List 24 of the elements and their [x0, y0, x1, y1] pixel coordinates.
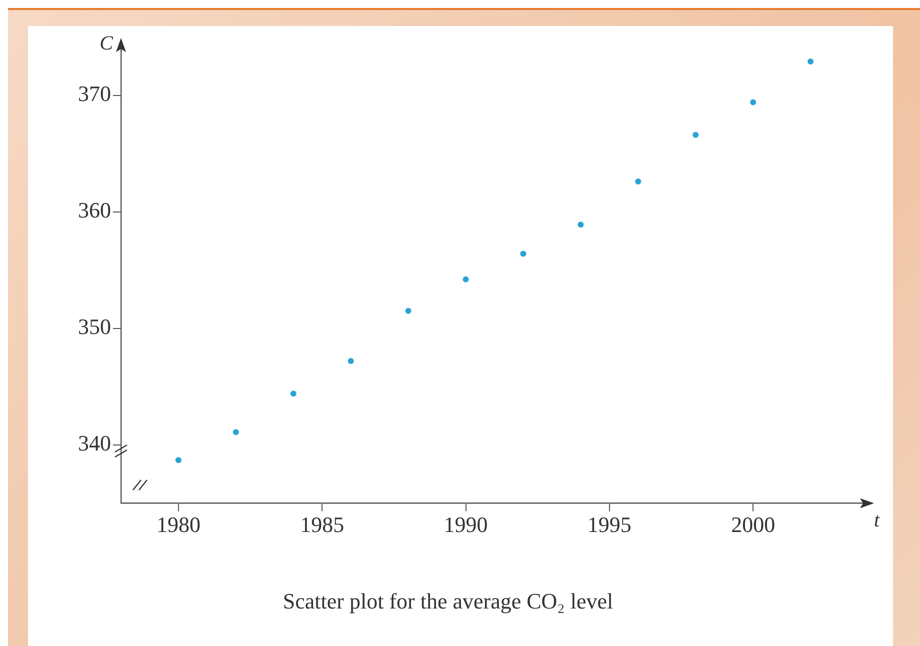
- point: [520, 250, 526, 257]
- point: [635, 178, 642, 185]
- point: [462, 276, 469, 282]
- y-tick-label: 360: [78, 198, 111, 223]
- x-axis-title: t: [874, 509, 880, 532]
- point: [348, 358, 354, 364]
- x-tick-label: 2000: [731, 512, 776, 538]
- x-tick-label: 1990: [444, 512, 488, 538]
- point: [578, 222, 584, 228]
- point: [808, 58, 814, 64]
- y-axis-title: C: [100, 32, 114, 54]
- y-tick-label: 340: [78, 430, 111, 456]
- point: [692, 132, 699, 138]
- text: Scatter plot for the average CO₂ level: [282, 588, 614, 614]
- y-tick-label: 370: [78, 81, 111, 106]
- y-tick-label: 350: [78, 314, 111, 340]
- point: [750, 99, 756, 106]
- x-tick-label: 1980: [156, 512, 200, 538]
- point: [175, 457, 182, 464]
- point: [290, 390, 296, 397]
- point: [405, 308, 412, 314]
- point: [232, 429, 239, 436]
- x-tick-label: 1985: [300, 512, 344, 538]
- x-tick-label: 1995: [587, 512, 632, 538]
